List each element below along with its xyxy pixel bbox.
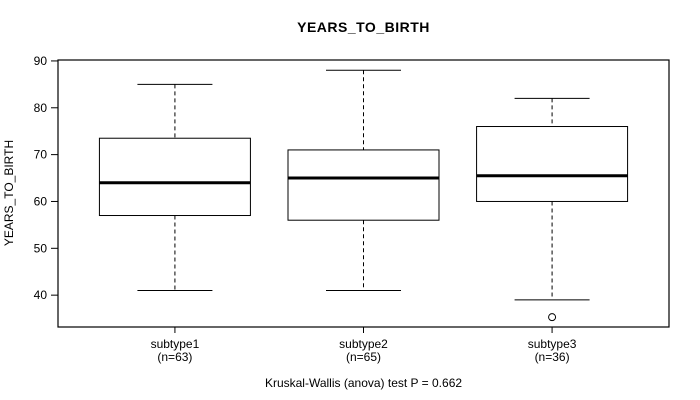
x-label-subtype1: subtype1 — [151, 337, 200, 351]
chart-title: YEARS_TO_BIRTH — [297, 19, 430, 35]
y-tick-label: 90 — [34, 54, 48, 68]
y-tick-label: 60 — [34, 194, 48, 208]
iqr-box-subtype3 — [476, 126, 629, 202]
iqr-box-subtype2 — [287, 149, 440, 221]
x-sublabel-subtype3: (n=36) — [535, 350, 570, 364]
y-tick-label: 40 — [34, 288, 48, 302]
y-tick-label: 70 — [34, 148, 48, 162]
stat-test-annotation: Kruskal-Wallis (anova) test P = 0.662 — [264, 376, 463, 390]
iqr-box-subtype1 — [98, 137, 251, 217]
y-tick-label: 80 — [34, 101, 48, 115]
y-tick-label: 50 — [34, 241, 48, 255]
x-label-subtype3: subtype3 — [528, 337, 577, 351]
x-sublabel-subtype1: (n=63) — [157, 350, 192, 364]
outlier-point — [548, 313, 557, 322]
x-label-subtype2: subtype2 — [339, 337, 388, 351]
x-sublabel-subtype2: (n=65) — [346, 350, 381, 364]
